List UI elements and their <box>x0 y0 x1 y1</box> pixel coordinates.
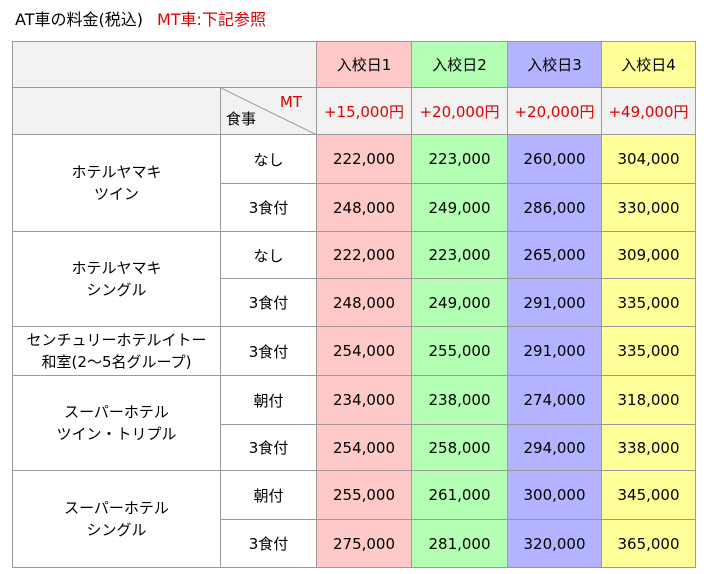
price-cell: 261,000 <box>411 470 508 520</box>
header-blank-cell <box>12 41 317 88</box>
header-row: 入校日1 入校日2 入校日3 入校日4 <box>12 41 696 88</box>
meal-plan-cell: なし <box>220 231 317 279</box>
blank-cell <box>12 87 221 135</box>
diagonal-corner-cell: MT 食事 <box>220 87 317 135</box>
price-cell: 249,000 <box>411 278 508 327</box>
hotel-name-line2: ツイン <box>93 185 139 203</box>
hotel-name-line1: スーパーホテル <box>64 499 169 517</box>
hotel-name-line2: シングル <box>86 521 147 539</box>
mt-surcharge-row: MT 食事 +15,000円 +20,000円 +20,000円 +49,000… <box>12 87 696 135</box>
price-cell: 248,000 <box>316 183 412 232</box>
price-cell: 258,000 <box>411 424 508 471</box>
meal-plan-cell: 3食付 <box>220 278 317 327</box>
meal-plan-cell: 朝付 <box>220 470 317 520</box>
price-cell: 222,000 <box>316 231 412 279</box>
price-cell: 291,000 <box>507 278 602 327</box>
meal-plan-cell: なし <box>220 134 317 184</box>
column-header-1: 入校日1 <box>316 41 412 88</box>
mt-surcharge-1: +15,000円 <box>316 87 412 135</box>
price-cell: 365,000 <box>601 519 696 568</box>
price-cell: 274,000 <box>507 375 602 425</box>
price-cell: 330,000 <box>601 183 696 232</box>
mt-label: MT <box>279 93 302 111</box>
price-cell: 335,000 <box>601 326 696 376</box>
table-row: 3食付 248,000 249,000 291,000 335,000 <box>13 278 696 327</box>
price-cell: 238,000 <box>411 375 508 425</box>
hotel-name-cell: スーパーホテル ツイン・トリプル <box>12 375 221 471</box>
mt-surcharge-4: +49,000円 <box>601 87 696 135</box>
table-row: 3食付 248,000 249,000 286,000 330,000 <box>13 183 696 232</box>
meal-plan-cell: 朝付 <box>220 375 317 425</box>
hotel-name-cell: ホテルヤマキ ツイン <box>12 134 221 232</box>
table-row: ホテルヤマキ ツイン なし 222,000 223,000 260,000 304,000 <box>12 134 696 232</box>
hotel-name-cell: スーパーホテル シングル <box>12 470 221 568</box>
meal-plan-cell: 3食付 <box>220 424 317 471</box>
price-cell: 249,000 <box>411 183 508 232</box>
meal-plan-cell: 3食付 <box>220 519 317 568</box>
hotel-name-cell: センチュリーホテルイトー 和室(2〜5名グループ) <box>12 326 221 376</box>
hotel-name-line1: センチュリーホテルイトー <box>26 331 207 349</box>
meal-plan-cell: 3食付 <box>220 326 317 376</box>
price-cell: 335,000 <box>601 278 696 327</box>
column-header-4: 入校日4 <box>601 41 696 88</box>
hotel-name-cell: ホテルヤマキ シングル <box>12 231 221 327</box>
meal-header-label: 食事 <box>226 110 257 128</box>
price-table: 入校日1 入校日2 入校日3 入校日4 MT 食事 +15,000円 +20,0… <box>12 41 696 568</box>
column-header-2: 入校日2 <box>411 41 508 88</box>
page-title: AT車の料金(税込) MT車:下記参照 <box>15 6 266 30</box>
price-cell: 265,000 <box>507 231 602 279</box>
price-cell: 254,000 <box>316 424 412 471</box>
title-main: AT車の料金(税込) <box>15 10 143 29</box>
price-cell: 281,000 <box>411 519 508 568</box>
price-cell: 222,000 <box>316 134 412 184</box>
price-cell: 234,000 <box>316 375 412 425</box>
price-cell: 291,000 <box>507 326 602 376</box>
table-row: ホテルヤマキ シングル なし 222,000 223,000 265,000 309,000 <box>12 231 696 327</box>
price-cell: 254,000 <box>316 326 412 376</box>
price-cell: 338,000 <box>601 424 696 471</box>
price-cell: 300,000 <box>507 470 602 520</box>
price-cell: 223,000 <box>411 134 508 184</box>
hotel-name-line2: 和室(2〜5名グループ) <box>41 353 192 371</box>
price-cell: 304,000 <box>601 134 696 184</box>
meal-plan-cell: 3食付 <box>220 183 317 232</box>
diagonal-line <box>221 88 316 134</box>
price-cell: 260,000 <box>507 134 602 184</box>
hotel-name-line1: ホテルヤマキ <box>71 259 162 277</box>
table-row: スーパーホテル ツイン・トリプル 朝付 234,000 238,000 274,000 31… <box>12 375 696 471</box>
price-cell: 320,000 <box>507 519 602 568</box>
table-row: 3食付 275,000 281,000 320,000 365,000 <box>13 519 696 568</box>
table-row: 3食付 254,000 258,000 294,000 338,000 <box>13 424 696 471</box>
mt-surcharge-3: +20,000円 <box>507 87 602 135</box>
price-cell: 255,000 <box>411 326 508 376</box>
price-cell: 318,000 <box>601 375 696 425</box>
hotel-name-line1: スーパーホテル <box>64 403 169 421</box>
table-row: スーパーホテル シングル 朝付 255,000 261,000 300,000 345,00… <box>12 470 696 568</box>
price-cell: 248,000 <box>316 278 412 327</box>
column-header-3: 入校日3 <box>507 41 602 88</box>
hotel-name-line2: ツイン・トリプル <box>56 425 177 443</box>
hotel-name-line1: ホテルヤマキ <box>71 163 162 181</box>
title-mt-note: MT車:下記参照 <box>156 10 266 29</box>
price-cell: 345,000 <box>601 470 696 520</box>
price-cell: 255,000 <box>316 470 412 520</box>
price-cell: 275,000 <box>316 519 412 568</box>
mt-surcharge-2: +20,000円 <box>411 87 508 135</box>
price-cell: 294,000 <box>507 424 602 471</box>
price-cell: 309,000 <box>601 231 696 279</box>
price-cell: 286,000 <box>507 183 602 232</box>
table-row: センチュリーホテルイトー 和室(2〜5名グループ) 3食付 254,000 255,00… <box>12 326 696 376</box>
price-cell: 223,000 <box>411 231 508 279</box>
hotel-name-line2: シングル <box>86 281 147 299</box>
